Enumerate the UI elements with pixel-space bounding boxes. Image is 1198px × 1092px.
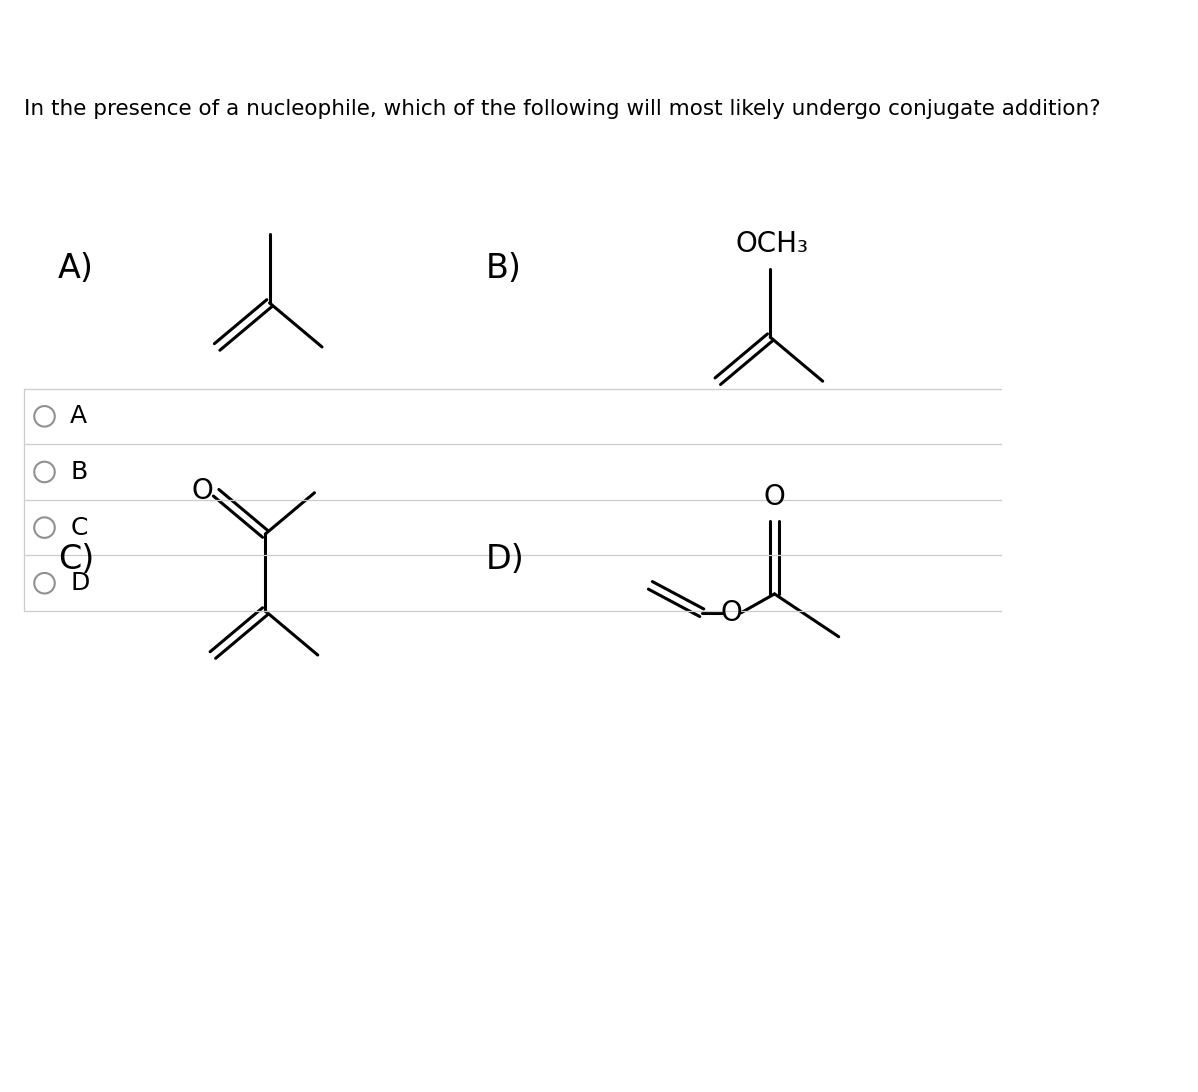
Text: O: O [763,483,786,511]
Text: C: C [71,515,87,539]
Text: A): A) [59,252,95,285]
Text: OCH₃: OCH₃ [736,230,809,259]
Text: D): D) [486,543,525,577]
Text: O: O [721,598,743,627]
Text: B): B) [486,252,522,285]
Text: C): C) [59,543,95,577]
Text: In the presence of a nucleophile, which of the following will most likely underg: In the presence of a nucleophile, which … [24,99,1101,119]
Text: B: B [71,460,87,484]
Text: O: O [192,477,213,505]
Text: D: D [71,571,90,595]
Text: A: A [71,404,87,428]
